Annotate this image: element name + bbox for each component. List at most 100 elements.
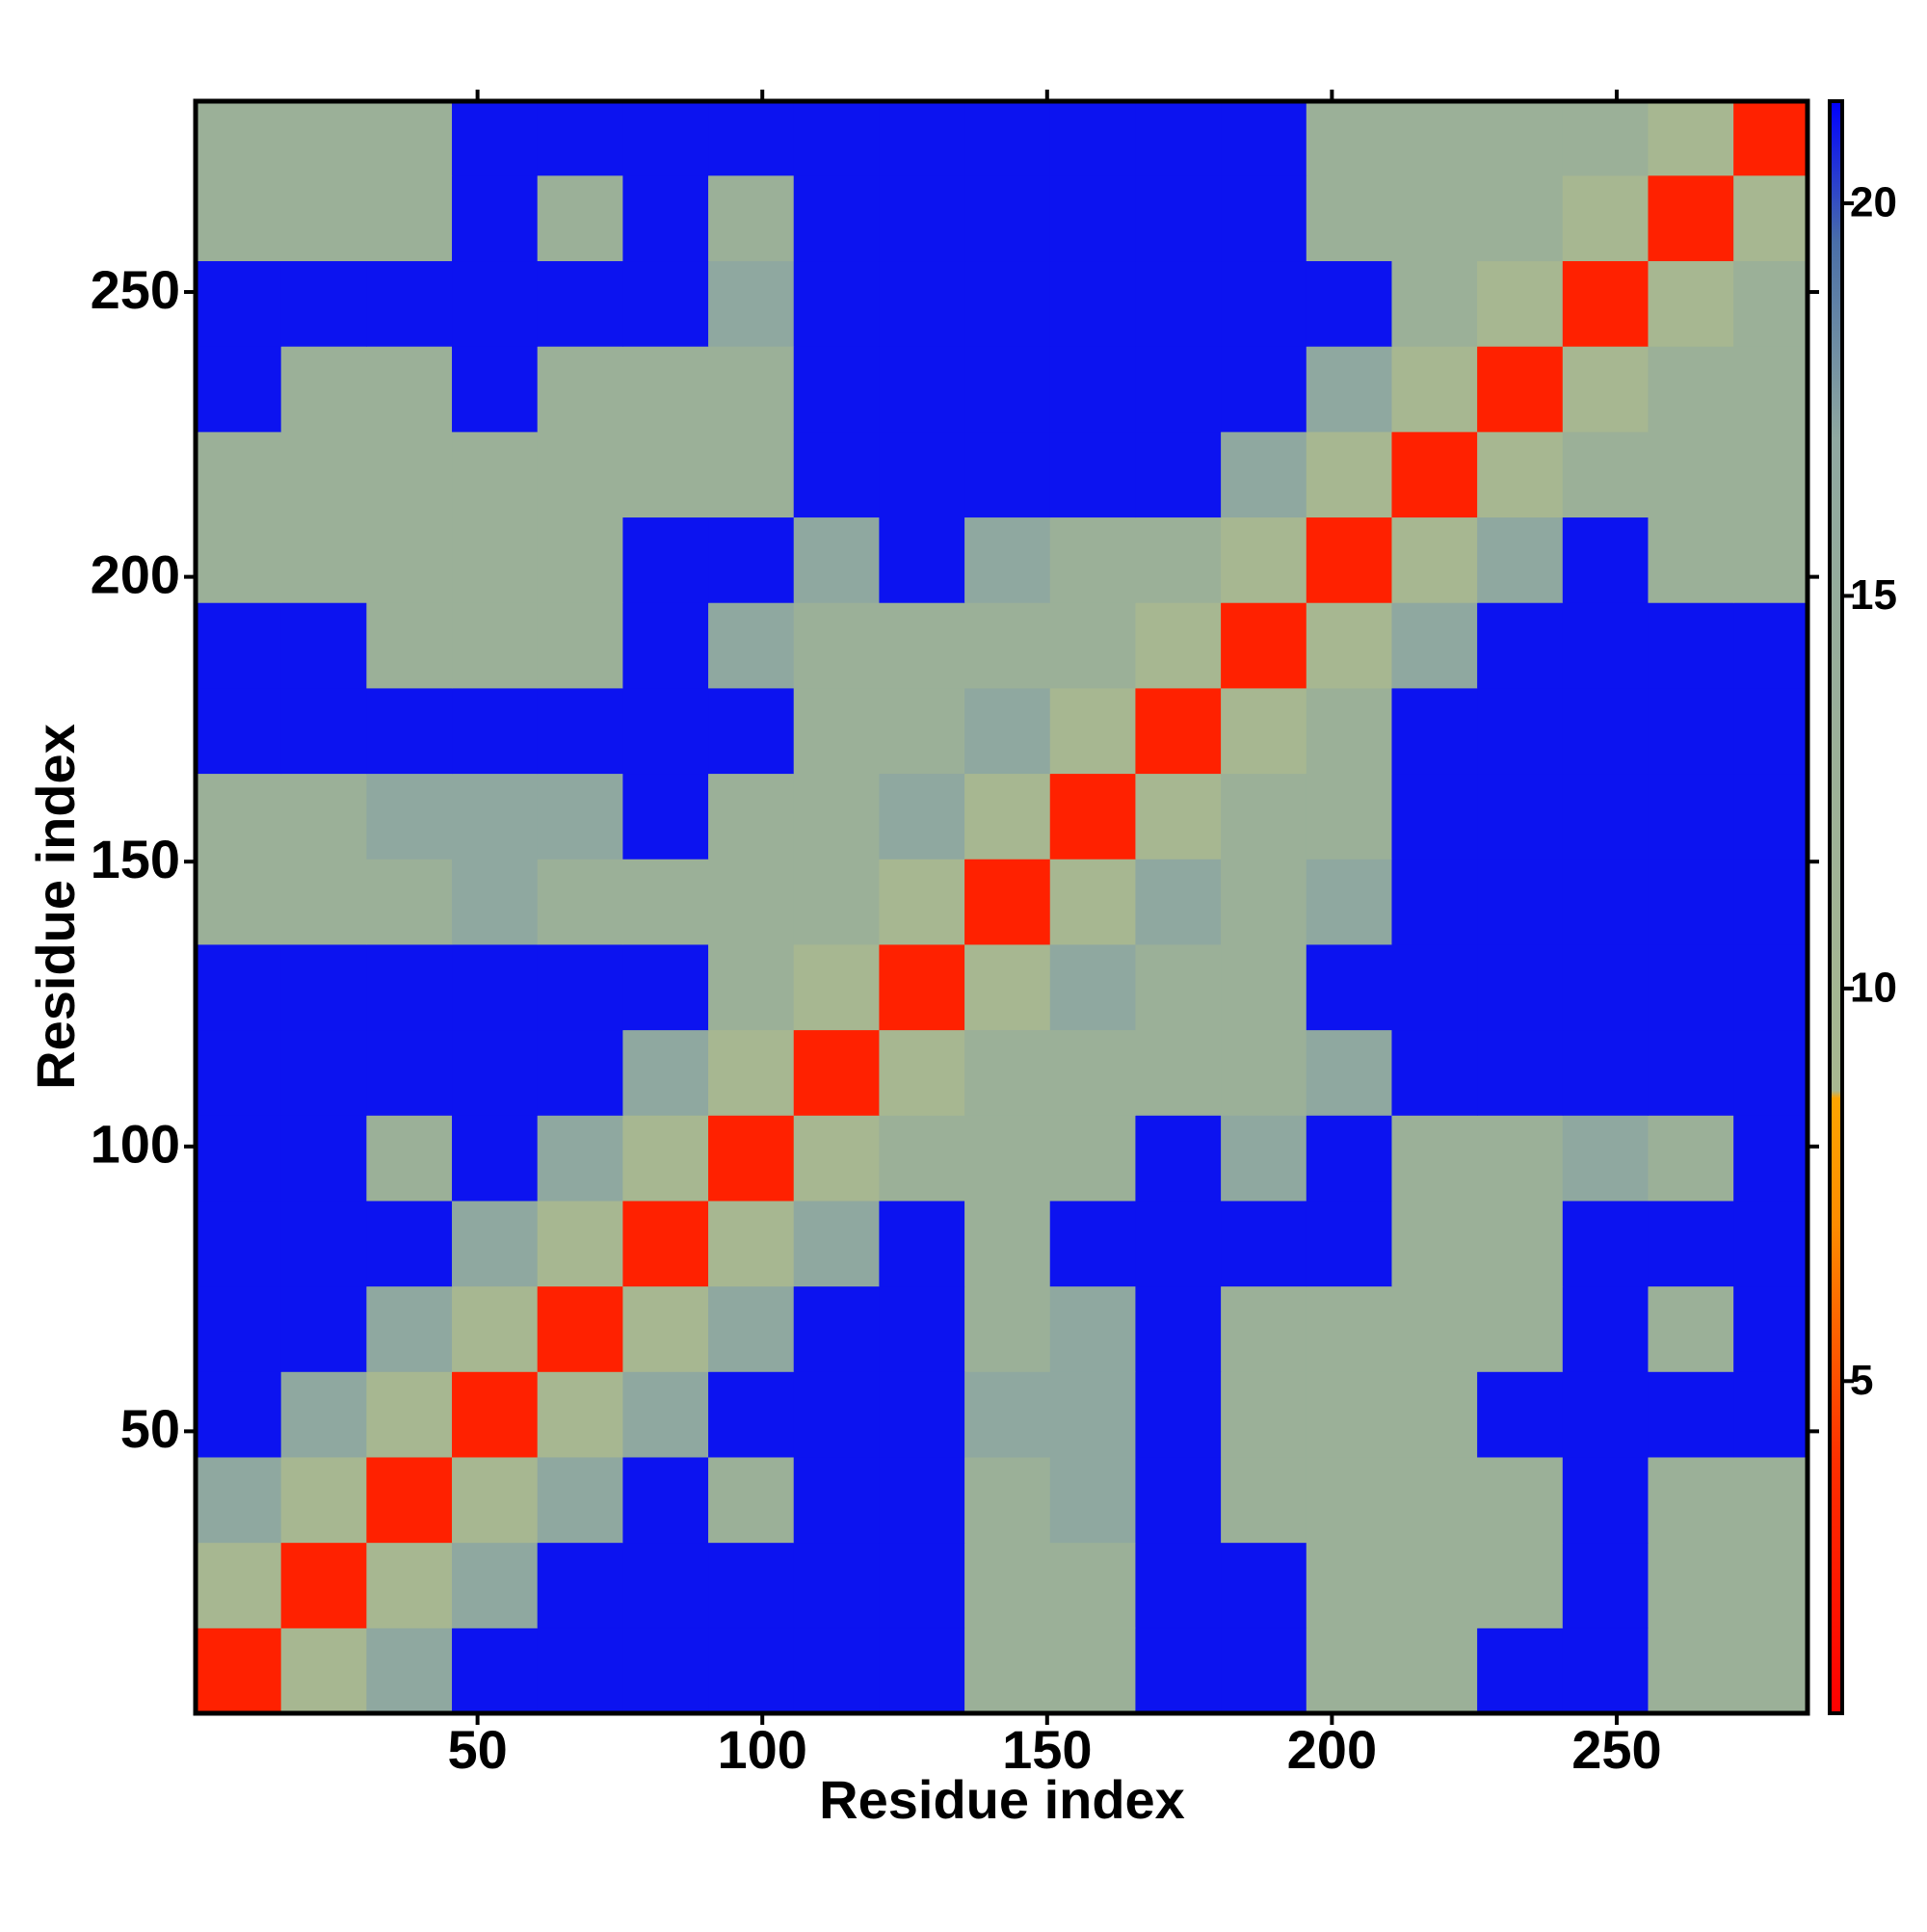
heatmap-cell xyxy=(964,1456,1051,1544)
heatmap-cell xyxy=(964,1285,1051,1372)
heatmap-cell xyxy=(196,1371,282,1458)
heatmap-cell xyxy=(964,174,1051,262)
heatmap-cell xyxy=(622,602,709,689)
heatmap-cell xyxy=(622,687,709,775)
y-tick-label: 150 xyxy=(91,829,180,889)
heatmap-cell xyxy=(196,101,282,176)
heatmap-cell xyxy=(366,260,453,347)
heatmap-cell xyxy=(879,1115,965,1202)
heatmap-cell xyxy=(708,1200,795,1287)
heatmap-cell xyxy=(280,346,367,433)
heatmap-cell xyxy=(1733,1371,1808,1458)
heatmap-cell xyxy=(1733,1285,1808,1372)
heatmap-cell xyxy=(280,1285,367,1372)
heatmap-cell xyxy=(708,1285,795,1372)
heatmap-cell xyxy=(366,431,453,518)
x-tick-label: 250 xyxy=(1571,1719,1661,1780)
heatmap-cell xyxy=(1733,1115,1808,1202)
heatmap-cell xyxy=(1733,174,1808,262)
x-tick-label: 100 xyxy=(717,1719,806,1780)
heatmap-cell xyxy=(1562,1285,1649,1372)
y-axis-title: Residue index xyxy=(25,724,86,1090)
heatmap-cell xyxy=(1562,1200,1649,1287)
heatmap-cell xyxy=(1648,1115,1734,1202)
heatmap-cell xyxy=(964,431,1051,518)
heatmap-cell xyxy=(452,1285,539,1372)
heatmap-cell xyxy=(708,516,795,603)
heatmap-cell xyxy=(196,174,282,262)
colorbar-tick-label: 15 xyxy=(1850,571,1897,619)
heatmap-cell xyxy=(1391,1200,1478,1287)
heatmap-cell xyxy=(1648,516,1734,603)
heatmap-cell xyxy=(793,1200,880,1287)
heatmap-cell xyxy=(1049,859,1136,945)
heatmap-cell xyxy=(1135,431,1222,518)
heatmap-cell xyxy=(1221,260,1307,347)
heatmap-cell xyxy=(1221,101,1307,176)
heatmap-cell xyxy=(1477,859,1564,945)
heatmap-cell xyxy=(1648,346,1734,433)
heatmap-cell xyxy=(879,773,965,860)
heatmap-cell xyxy=(452,101,539,176)
heatmap-cell xyxy=(1733,516,1808,603)
heatmap-cell xyxy=(1221,1628,1307,1713)
heatmap-cell xyxy=(1477,174,1564,262)
heatmap-cell xyxy=(1391,1115,1478,1202)
heatmap-cell xyxy=(366,1371,453,1458)
heatmap-cell xyxy=(1391,1456,1478,1544)
heatmap-cell xyxy=(793,174,880,262)
heatmap-cell xyxy=(366,174,453,262)
heatmap-cell xyxy=(1562,1542,1649,1628)
heatmap-cell xyxy=(1391,174,1478,262)
heatmap-cell xyxy=(366,1628,453,1713)
heatmap-cell xyxy=(1733,431,1808,518)
heatmap-cell xyxy=(1733,1200,1808,1287)
heatmap-cell xyxy=(537,687,623,775)
heatmap-cell xyxy=(366,101,453,176)
heatmap-cell xyxy=(1049,1200,1136,1287)
heatmap-cell xyxy=(793,1029,880,1116)
x-axis-title: Residue index xyxy=(819,1769,1185,1830)
heatmap-cell xyxy=(537,859,623,945)
heatmap-cell xyxy=(1135,773,1222,860)
heatmap-cell xyxy=(879,346,965,433)
heatmap-cell xyxy=(366,516,453,603)
heatmap-cell xyxy=(793,101,880,176)
heatmap-cell xyxy=(1135,602,1222,689)
heatmap-cell xyxy=(1306,516,1392,603)
heatmap-cell xyxy=(879,1200,965,1287)
heatmap-cell xyxy=(1391,687,1478,775)
heatmap-cell xyxy=(1648,943,1734,1031)
colorbar-tick-label: 20 xyxy=(1850,179,1897,226)
heatmap-cell xyxy=(537,431,623,518)
heatmap-cell xyxy=(1221,773,1307,860)
heatmap-cell xyxy=(1306,1456,1392,1544)
heatmap-cell xyxy=(366,773,453,860)
y-tick-label: 200 xyxy=(91,543,180,604)
heatmap-cell xyxy=(1221,1542,1307,1628)
x-tick-label: 200 xyxy=(1287,1719,1377,1780)
heatmap-cell xyxy=(793,516,880,603)
heatmap-cell xyxy=(622,516,709,603)
heatmap-cell xyxy=(1135,1371,1222,1458)
heatmap-cell xyxy=(196,1542,282,1628)
heatmap-cell xyxy=(537,1371,623,1458)
heatmap-cell xyxy=(1306,174,1392,262)
heatmap-cell xyxy=(1648,687,1734,775)
heatmap-cell xyxy=(1391,1542,1478,1628)
heatmap-cell xyxy=(1049,431,1136,518)
heatmap-cell xyxy=(622,346,709,433)
heatmap-cell xyxy=(964,687,1051,775)
heatmap-cell xyxy=(1306,1542,1392,1628)
heatmap-cell xyxy=(1391,1029,1478,1116)
heatmap-cell xyxy=(1733,101,1808,176)
heatmap-cell xyxy=(964,1371,1051,1458)
heatmap-cell xyxy=(708,773,795,860)
heatmap-cell xyxy=(280,174,367,262)
heatmap-cell xyxy=(196,431,282,518)
heatmap-cell xyxy=(366,943,453,1031)
heatmap-cell xyxy=(1562,773,1649,860)
heatmap-cell xyxy=(708,602,795,689)
heatmap-cell xyxy=(280,101,367,176)
y-tick-label: 100 xyxy=(91,1114,180,1175)
